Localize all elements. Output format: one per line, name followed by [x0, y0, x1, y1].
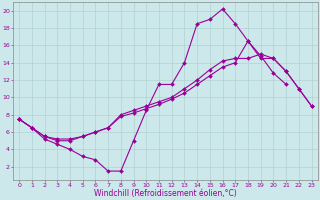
X-axis label: Windchill (Refroidissement éolien,°C): Windchill (Refroidissement éolien,°C) [94, 189, 237, 198]
